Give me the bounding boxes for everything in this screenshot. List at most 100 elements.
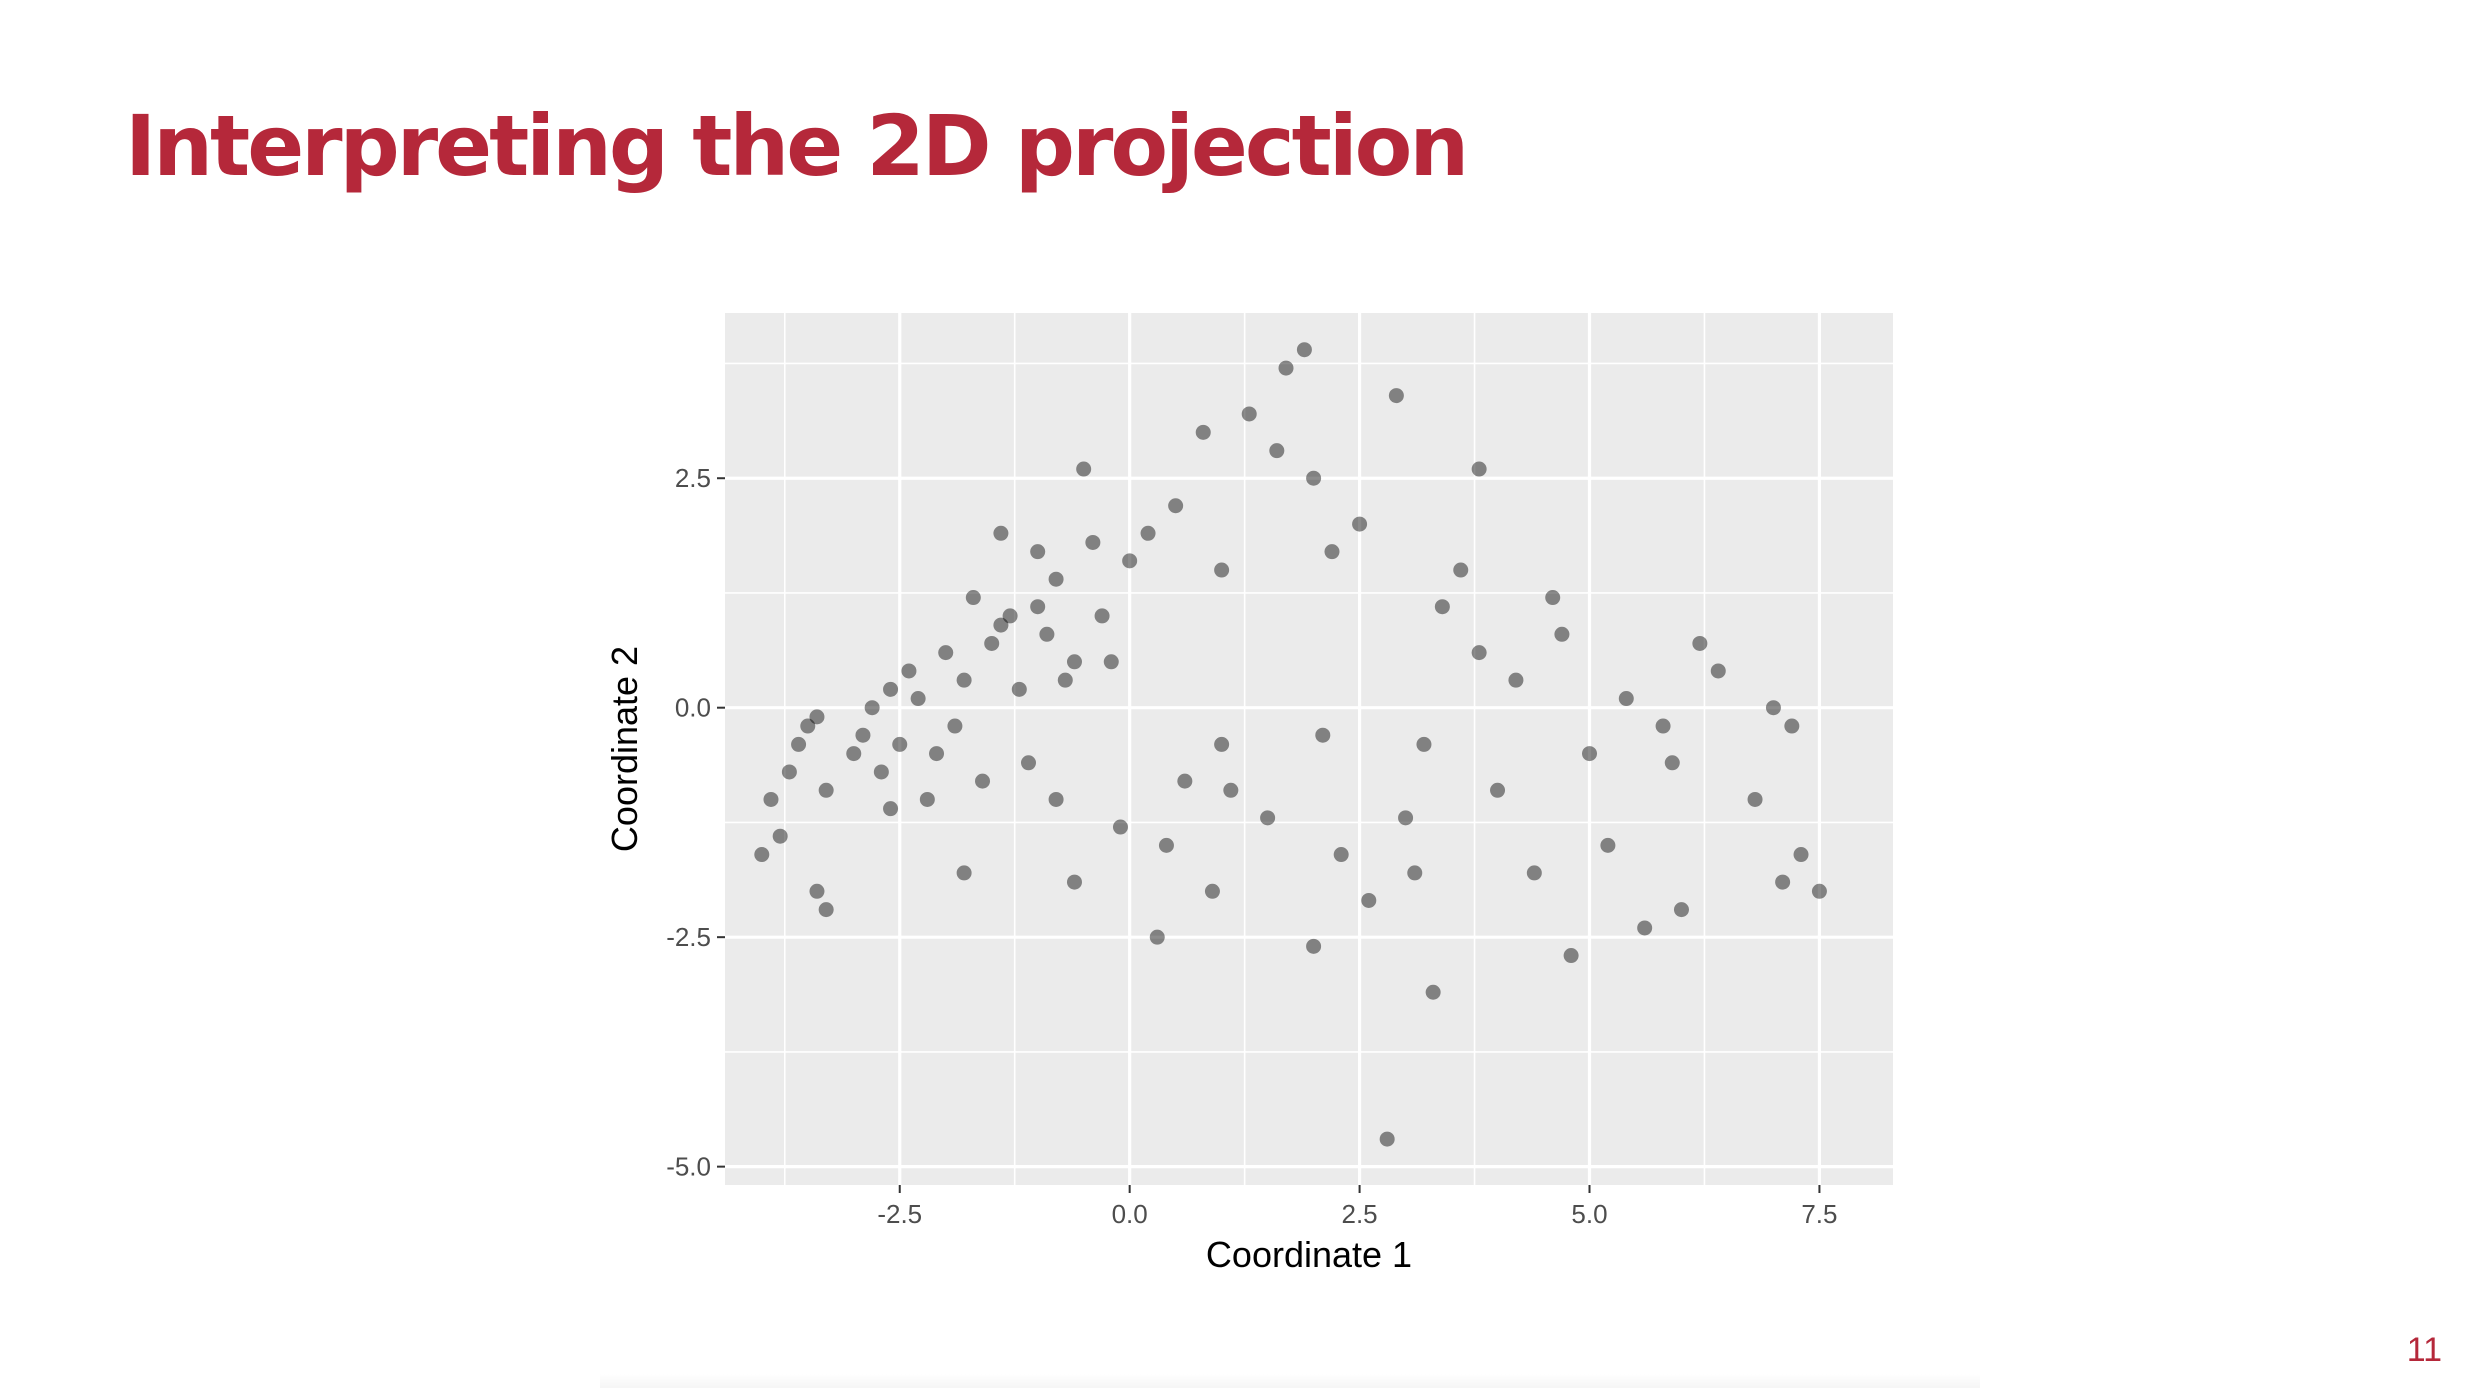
x-axis-title: Coordinate 1	[1206, 1234, 1412, 1275]
scatter-point	[1306, 938, 1322, 954]
scatter-point	[1324, 544, 1340, 560]
scatter-point	[1673, 902, 1689, 918]
scatter-point	[1352, 516, 1368, 532]
scatter-point	[1471, 645, 1487, 661]
scatter-point	[1361, 892, 1377, 908]
plot-panel	[725, 313, 1893, 1185]
y-tick-label: 0.0	[675, 693, 711, 723]
scatter-point	[1011, 681, 1027, 697]
scatter-point	[1582, 746, 1598, 762]
scatter-point	[763, 791, 779, 807]
scatter-point	[1158, 837, 1174, 853]
scatter-point	[919, 791, 935, 807]
y-tick-label: -5.0	[666, 1152, 711, 1182]
scatter-point	[1214, 562, 1230, 578]
scatter-point	[1112, 819, 1128, 835]
scatter-point	[947, 718, 963, 734]
scatter-point	[1618, 691, 1634, 707]
scatter-point	[1094, 608, 1110, 624]
scatter-point	[984, 635, 1000, 651]
scatter-point	[873, 764, 889, 780]
scatter-point	[1490, 782, 1506, 798]
scatter-point	[1296, 342, 1312, 358]
scatter-point	[910, 691, 926, 707]
scatter-point	[809, 883, 825, 899]
scatter-point	[1085, 534, 1101, 550]
scatter-point	[1030, 599, 1046, 615]
scatter-point	[1563, 948, 1579, 964]
scatter-point	[1030, 544, 1046, 560]
scatter-point	[1103, 654, 1119, 670]
axes: -2.5 0.0 2.5 5.0 7.5 -5.0 -2.5 0.0 2.5	[666, 463, 1837, 1229]
scatter-point	[1241, 406, 1257, 422]
scatter-point	[855, 727, 871, 743]
scatter-point	[818, 782, 834, 798]
scatter-point	[892, 736, 908, 752]
scatter-point	[1775, 874, 1791, 890]
scatter-point	[1407, 865, 1423, 881]
scatter-point	[1388, 388, 1404, 404]
scatter-point	[901, 663, 917, 679]
scatter-point	[1168, 498, 1184, 514]
scatter-point	[1315, 727, 1331, 743]
scatter-point	[1554, 626, 1570, 642]
scatter-point	[1269, 443, 1285, 459]
slide-title: Interpreting the 2D projection	[125, 97, 1469, 195]
scatter-point	[1765, 700, 1781, 716]
x-tick-label: 0.0	[1112, 1199, 1148, 1229]
scatter-point	[1204, 883, 1220, 899]
scatter-point	[1545, 590, 1561, 606]
scatter-point	[975, 773, 991, 789]
scatter-point	[1379, 1131, 1395, 1147]
scatter-point	[1149, 929, 1165, 945]
scatter-point	[956, 865, 972, 881]
scatter-point	[1793, 847, 1809, 863]
scatter-point	[956, 672, 972, 688]
scatter-point	[1655, 718, 1671, 734]
scatter-point	[1692, 635, 1708, 651]
scatter-point	[883, 801, 899, 817]
scatter-point	[1471, 461, 1487, 477]
y-tick-label: -2.5	[666, 922, 711, 952]
y-axis-title: Coordinate 2	[604, 646, 645, 852]
scatter-point	[883, 681, 899, 697]
scatter-point	[846, 746, 862, 762]
scatter-point	[1002, 608, 1018, 624]
scatter-point	[1508, 672, 1524, 688]
scatter-point	[929, 746, 945, 762]
scatter-point	[1048, 791, 1064, 807]
scatter-point	[800, 718, 816, 734]
scatter-point	[938, 645, 954, 661]
page-number: 11	[2406, 1331, 2442, 1369]
scatter-point	[1140, 525, 1156, 541]
scatter-point	[1066, 654, 1082, 670]
grid-lines	[725, 313, 1893, 1185]
scatter-point	[1278, 360, 1294, 376]
x-tick-label: 7.5	[1801, 1199, 1837, 1229]
scatter-point	[1057, 672, 1073, 688]
scatter-point	[1223, 782, 1239, 798]
scatter-point	[809, 709, 825, 725]
scatter-point	[1784, 718, 1800, 734]
scatter-point	[864, 700, 880, 716]
scatter-point	[772, 828, 788, 844]
scatter-point	[1434, 599, 1450, 615]
scatter-point	[1333, 847, 1349, 863]
scatter-point	[1637, 920, 1653, 936]
y-tick-label: 2.5	[675, 463, 711, 493]
scatter-point	[1425, 984, 1441, 1000]
scatter-point	[1306, 470, 1322, 486]
scatter-point	[1260, 810, 1276, 826]
scatter-point	[1214, 736, 1230, 752]
x-tick-label: 2.5	[1342, 1199, 1378, 1229]
scatter-point	[1039, 626, 1055, 642]
scatter-point	[1453, 562, 1469, 578]
scatter-point	[1048, 571, 1064, 587]
scatter-point	[1416, 736, 1432, 752]
data-points	[754, 342, 1827, 1147]
x-tick-label: -2.5	[877, 1199, 922, 1229]
scatter-point	[818, 902, 834, 918]
scatter-point	[781, 764, 797, 780]
scatter-point	[1122, 553, 1138, 569]
